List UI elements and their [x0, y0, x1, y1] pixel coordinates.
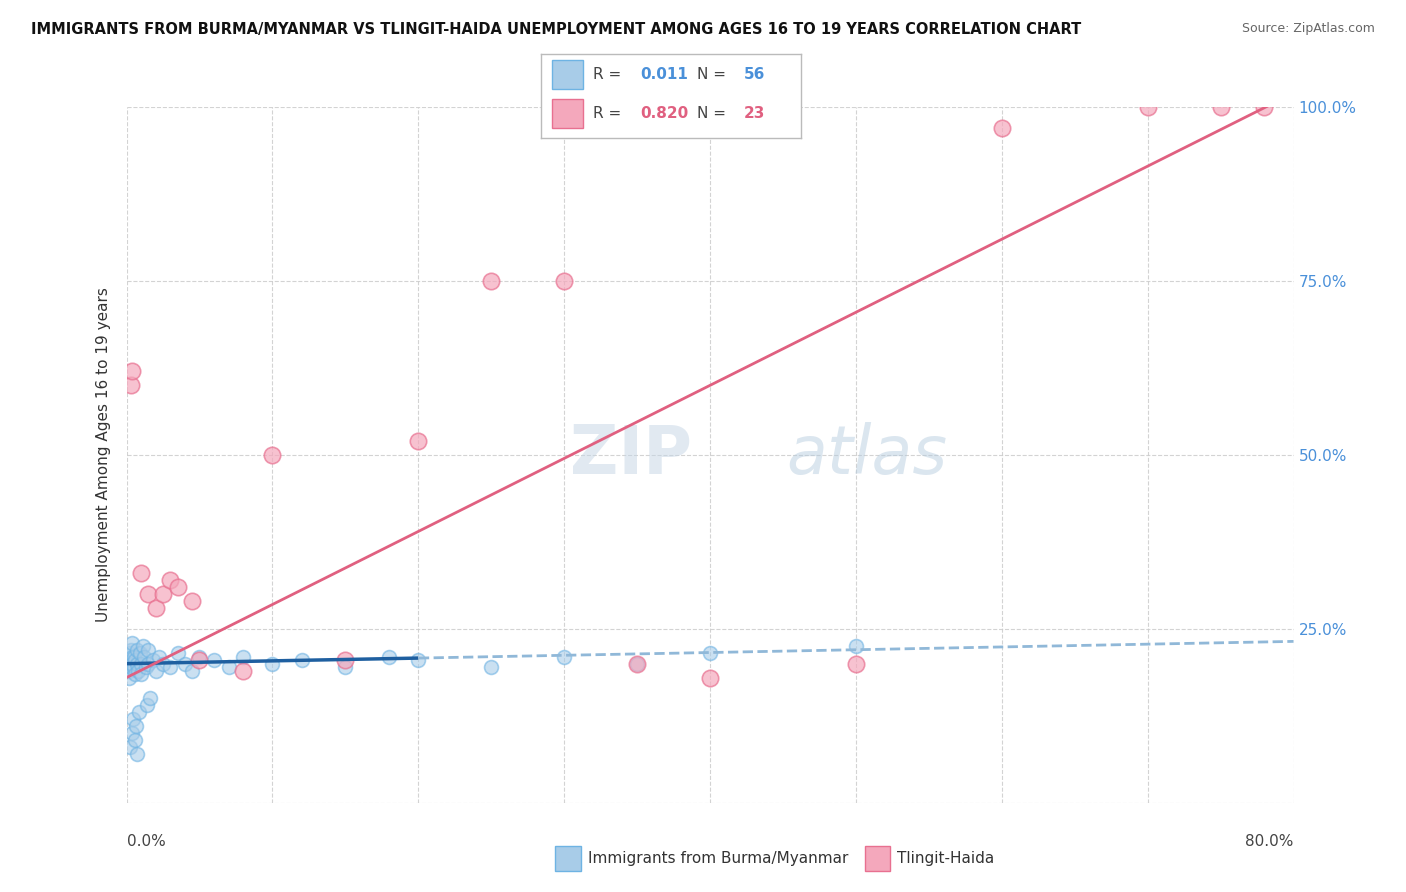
Point [145, 601, 167, 615]
Text: 23: 23 [744, 106, 766, 121]
Point [181, 594, 204, 608]
Point [120, 378, 142, 392]
Bar [551, 99, 583, 128]
Text: 80.0%: 80.0% [1246, 834, 1294, 849]
Point [145, 664, 167, 678]
Point [124, 667, 146, 681]
Text: Tlingit-Haida: Tlingit-Haida [897, 851, 994, 865]
Text: ZIP: ZIP [569, 422, 692, 488]
Point [120, 660, 142, 674]
Point [131, 639, 153, 653]
Point [174, 657, 197, 671]
Point [127, 747, 149, 761]
Point [148, 649, 170, 664]
Point [118, 671, 141, 685]
Point [232, 649, 254, 664]
Point [1253, 100, 1275, 114]
Point [262, 657, 284, 671]
Point [335, 660, 357, 674]
Text: atlas: atlas [786, 422, 948, 488]
Point [125, 719, 148, 733]
Point [121, 657, 143, 671]
Text: R =: R = [593, 67, 627, 82]
Point [136, 698, 159, 713]
Point [159, 660, 181, 674]
Point [120, 740, 142, 755]
Point [138, 657, 160, 671]
Point [218, 660, 240, 674]
Point [479, 274, 502, 288]
Point [125, 657, 148, 671]
Point [138, 587, 160, 601]
Point [124, 733, 146, 747]
Point [845, 657, 868, 671]
Point [122, 712, 145, 726]
Text: R =: R = [593, 106, 627, 121]
Point [138, 642, 160, 657]
Point [129, 667, 152, 681]
Point [699, 671, 721, 685]
Point [990, 120, 1012, 135]
Point [626, 657, 648, 671]
Text: Immigrants from Burma/Myanmar: Immigrants from Burma/Myanmar [588, 851, 848, 865]
Point [142, 653, 165, 667]
Point [118, 664, 141, 678]
Point [129, 657, 152, 671]
Point [166, 580, 188, 594]
Text: 0.820: 0.820 [640, 106, 689, 121]
Point [1209, 100, 1232, 114]
Text: N =: N = [697, 106, 731, 121]
Point [117, 657, 139, 671]
Point [699, 646, 721, 660]
Point [128, 646, 150, 660]
Point [262, 448, 284, 462]
Point [120, 653, 142, 667]
Point [188, 649, 211, 664]
Text: 0.0%: 0.0% [127, 834, 166, 849]
Point [479, 660, 502, 674]
Point [553, 649, 575, 664]
Point [378, 649, 401, 664]
Text: 0.011: 0.011 [640, 67, 688, 82]
Y-axis label: Unemployment Among Ages 16 to 19 years: Unemployment Among Ages 16 to 19 years [96, 287, 111, 623]
Point [125, 642, 148, 657]
Point [553, 274, 575, 288]
Point [408, 653, 430, 667]
Point [188, 653, 211, 667]
Point [129, 566, 152, 581]
Point [152, 657, 174, 671]
Point [152, 587, 174, 601]
Point [118, 646, 141, 660]
Point [121, 649, 143, 664]
Point [120, 642, 142, 657]
Point [845, 639, 868, 653]
Point [121, 726, 143, 740]
Point [1136, 100, 1159, 114]
Point [132, 649, 155, 664]
Bar [551, 61, 583, 89]
Point [166, 646, 188, 660]
Point [127, 664, 149, 678]
Point [134, 660, 156, 674]
Point [202, 653, 225, 667]
Point [124, 653, 146, 667]
Point [290, 653, 312, 667]
Point [159, 573, 181, 587]
Point [335, 653, 357, 667]
Point [232, 664, 254, 678]
Point [408, 434, 430, 448]
Point [122, 649, 145, 664]
Text: 56: 56 [744, 67, 766, 82]
Text: Source: ZipAtlas.com: Source: ZipAtlas.com [1241, 22, 1375, 36]
Point [181, 664, 204, 678]
Point [121, 636, 143, 650]
Point [122, 660, 145, 674]
Text: IMMIGRANTS FROM BURMA/MYANMAR VS TLINGIT-HAIDA UNEMPLOYMENT AMONG AGES 16 TO 19 : IMMIGRANTS FROM BURMA/MYANMAR VS TLINGIT… [31, 22, 1081, 37]
Text: N =: N = [697, 67, 731, 82]
Point [139, 691, 162, 706]
Point [128, 706, 150, 720]
Point [121, 364, 143, 378]
Point [626, 657, 648, 671]
